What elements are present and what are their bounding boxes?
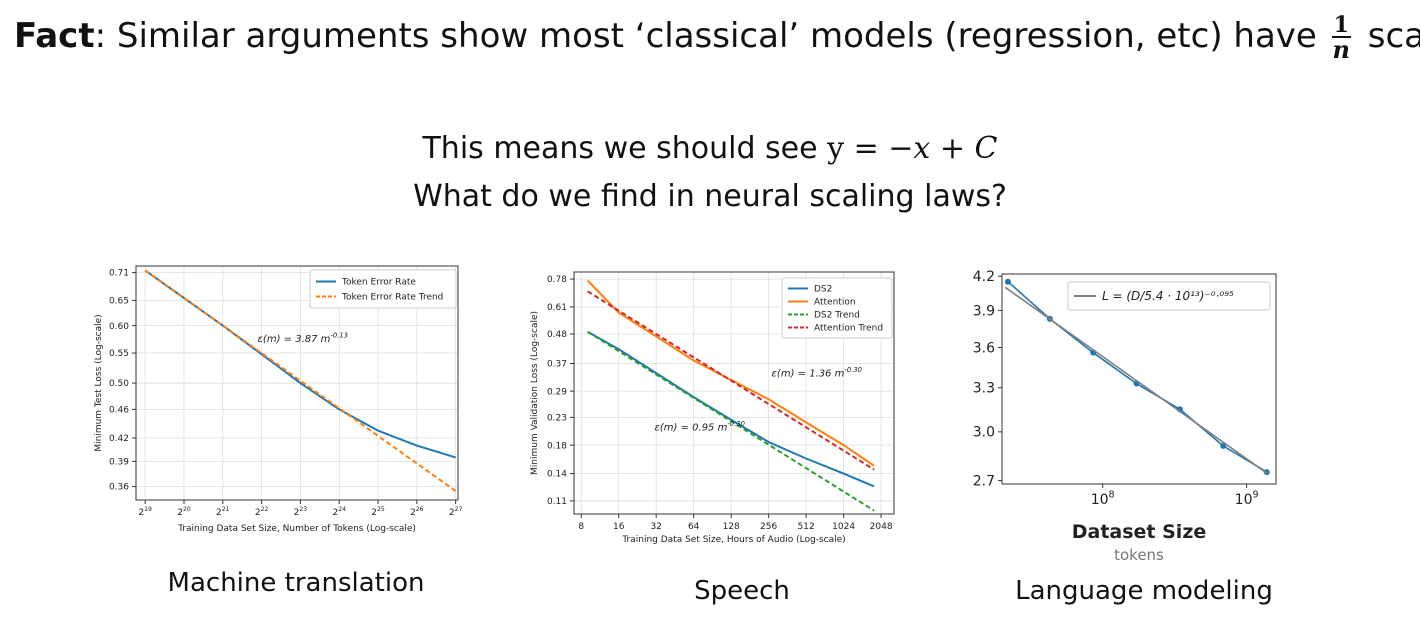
y-tick-label: 3.6 bbox=[973, 340, 995, 356]
equation-c: C bbox=[974, 131, 998, 166]
equation-plus: + bbox=[930, 131, 975, 166]
y-tick-label: 0.55 bbox=[109, 349, 129, 359]
legend-label: DS2 Trend bbox=[814, 311, 860, 321]
fact-tail: scaling bbox=[1367, 16, 1420, 56]
expectation-text: This means we should see bbox=[422, 131, 828, 166]
y-tick-label: 0.61 bbox=[547, 303, 567, 313]
series-line-4 bbox=[587, 290, 875, 471]
caption-machine-translation: Machine translation bbox=[167, 568, 425, 598]
x-tick-label: 219 bbox=[138, 506, 152, 518]
data-point bbox=[1263, 469, 1270, 476]
x-tick-label: 221 bbox=[216, 506, 230, 518]
y-tick-label: 2.7 bbox=[973, 473, 995, 489]
question-line: What do we find in neural scaling laws? bbox=[413, 179, 1007, 214]
x-axis-label: Dataset Size bbox=[1072, 521, 1207, 543]
y-axis-label: Minimum Test Loss (Log-scale) bbox=[94, 314, 104, 451]
machine-translation-chart: 219 220 221 222 223 224 225 226 227 0.71 0.65 0.60 0… bbox=[94, 265, 463, 534]
legend-label: Attention bbox=[814, 298, 856, 308]
legend-label: Token Error Rate Trend bbox=[341, 293, 443, 303]
x-tick-label: 128 bbox=[723, 522, 740, 532]
x-tick-label: 2048 bbox=[870, 522, 893, 532]
equation-lhs: y = − bbox=[827, 131, 914, 166]
caption-language-modeling: Language modeling bbox=[1015, 576, 1273, 606]
y-tick-label: 0.11 bbox=[547, 497, 567, 507]
x-tick-label: 227 bbox=[449, 506, 463, 518]
plot-frame bbox=[573, 271, 895, 515]
series-line-2 bbox=[1004, 286, 1269, 475]
language-modeling-chart: 108 109 4.2 3.9 3.6 3.3 3.0 2.7 Dataset Size toke… bbox=[973, 269, 1277, 564]
fact-headline: Fact: Similar arguments show most ‘class… bbox=[14, 10, 1420, 62]
series-line-1 bbox=[587, 330, 875, 488]
fact-label: Fact bbox=[14, 16, 95, 56]
y-tick-label: 0.18 bbox=[547, 441, 567, 451]
series-line-1 bbox=[144, 269, 456, 459]
x-tick-label: 223 bbox=[294, 506, 308, 518]
legend-box bbox=[1067, 281, 1271, 311]
y-tick-label: 0.37 bbox=[547, 360, 567, 370]
data-point bbox=[1004, 278, 1011, 285]
y-tick-label: 0.46 bbox=[109, 406, 129, 416]
y-tick-label: 0.65 bbox=[109, 297, 129, 307]
x-tick-label: 109 bbox=[1235, 490, 1259, 508]
caption-speech: Speech bbox=[694, 576, 790, 606]
y-tick-label: 0.71 bbox=[109, 269, 129, 279]
expectation-equation: y = −x + C bbox=[827, 131, 997, 166]
x-tick-label: 512 bbox=[798, 522, 815, 532]
legend-box bbox=[309, 269, 457, 309]
y-tick-label: 0.14 bbox=[547, 470, 567, 480]
x-tick-label: 226 bbox=[410, 506, 424, 518]
y-tick-label: 0.36 bbox=[109, 483, 129, 493]
y-tick-label: 0.48 bbox=[547, 330, 567, 340]
legend-label: DS2 bbox=[814, 285, 832, 295]
legend-label: Attention Trend bbox=[814, 324, 883, 334]
series-line-3 bbox=[587, 330, 875, 512]
y-axis-label: Minimum Validation Loss (Log-scale) bbox=[530, 311, 540, 475]
x-tick-label: 108 bbox=[1091, 490, 1115, 508]
y-tick-label: 3.3 bbox=[973, 381, 995, 397]
expectation-line: This means we should see y = −x + C bbox=[0, 131, 1420, 166]
trend-annotation: ε(m) = 3.87 m-0.13 bbox=[258, 331, 348, 345]
y-tick-label: 0.78 bbox=[547, 275, 567, 285]
x-tick-label: 16 bbox=[613, 522, 625, 532]
legend-box bbox=[781, 277, 893, 339]
x-tick-label: 8 bbox=[578, 522, 584, 532]
x-tick-label: 32 bbox=[650, 522, 661, 532]
plot-frame bbox=[1001, 273, 1277, 485]
trend-annotation: ε(m) = 1.36 m-0.30 bbox=[772, 366, 862, 380]
speech-chart: 8 16 32 64 128 256 512 1024 2048 0.78 0.61 0.48 0.37… bbox=[530, 271, 895, 545]
x-tick-label: 224 bbox=[332, 506, 346, 518]
y-tick-label: 0.29 bbox=[547, 387, 567, 397]
x-axis-label: Training Data Set Size, Number of Tokens… bbox=[177, 524, 416, 534]
y-tick-label: 3.9 bbox=[973, 303, 995, 319]
y-tick-label: 0.39 bbox=[109, 458, 129, 468]
x-tick-label: 225 bbox=[371, 506, 385, 518]
x-tick-label: 256 bbox=[760, 522, 777, 532]
x-tick-label: 64 bbox=[688, 522, 700, 532]
equation-x: x bbox=[913, 131, 931, 166]
x-tick-label: 1024 bbox=[832, 522, 855, 532]
data-point bbox=[1220, 442, 1227, 449]
fraction-numerator: 1 bbox=[1331, 11, 1351, 38]
legend-label: Token Error Rate bbox=[341, 278, 416, 288]
fraction-denominator: n bbox=[1332, 34, 1350, 64]
y-tick-label: 3.0 bbox=[973, 425, 995, 441]
x-tick-label: 220 bbox=[177, 506, 191, 518]
x-axis-sublabel: tokens bbox=[1114, 546, 1164, 564]
trend-annotation: ε(m) = 0.95 m-0.30 bbox=[654, 420, 744, 434]
fact-text: : Similar arguments show most ‘classical… bbox=[94, 16, 1328, 56]
x-tick-label: 222 bbox=[255, 506, 269, 518]
legend-label: L = (D/5.4 · 10¹³)⁻⁰·⁰⁹⁵ bbox=[1102, 289, 1234, 303]
y-tick-label: 0.23 bbox=[547, 414, 567, 424]
y-tick-label: 0.42 bbox=[109, 434, 129, 444]
y-tick-label: 0.60 bbox=[109, 322, 129, 332]
x-axis-label: Training Data Set Size, Hours of Audio (… bbox=[621, 535, 845, 545]
y-tick-label: 0.50 bbox=[109, 379, 129, 389]
y-tick-label: 4.2 bbox=[973, 269, 995, 285]
